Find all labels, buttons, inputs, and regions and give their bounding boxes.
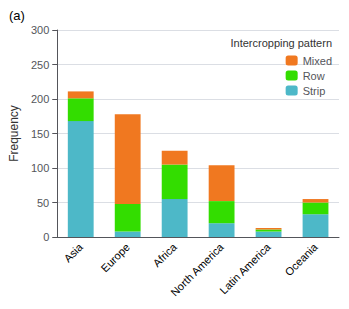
- svg-text:0: 0: [43, 231, 49, 243]
- svg-text:Strip: Strip: [303, 85, 326, 97]
- svg-text:Frequency: Frequency: [7, 105, 21, 162]
- svg-text:Row: Row: [303, 70, 325, 82]
- svg-text:200: 200: [31, 93, 49, 105]
- svg-text:Intercropping pattern: Intercropping pattern: [230, 37, 332, 49]
- svg-text:Asia: Asia: [61, 240, 85, 264]
- svg-text:Mixed: Mixed: [303, 55, 332, 67]
- svg-text:Latin America: Latin America: [217, 240, 273, 296]
- svg-text:Europe: Europe: [98, 241, 132, 275]
- svg-text:250: 250: [31, 59, 49, 71]
- svg-text:300: 300: [31, 24, 49, 36]
- svg-text:50: 50: [37, 197, 49, 209]
- svg-text:Oceania: Oceania: [282, 240, 320, 278]
- svg-text:North America: North America: [168, 240, 226, 298]
- svg-text:100: 100: [31, 162, 49, 174]
- svg-text:(a): (a): [9, 8, 25, 23]
- svg-text:150: 150: [31, 128, 49, 140]
- svg-text:Africa: Africa: [151, 240, 180, 269]
